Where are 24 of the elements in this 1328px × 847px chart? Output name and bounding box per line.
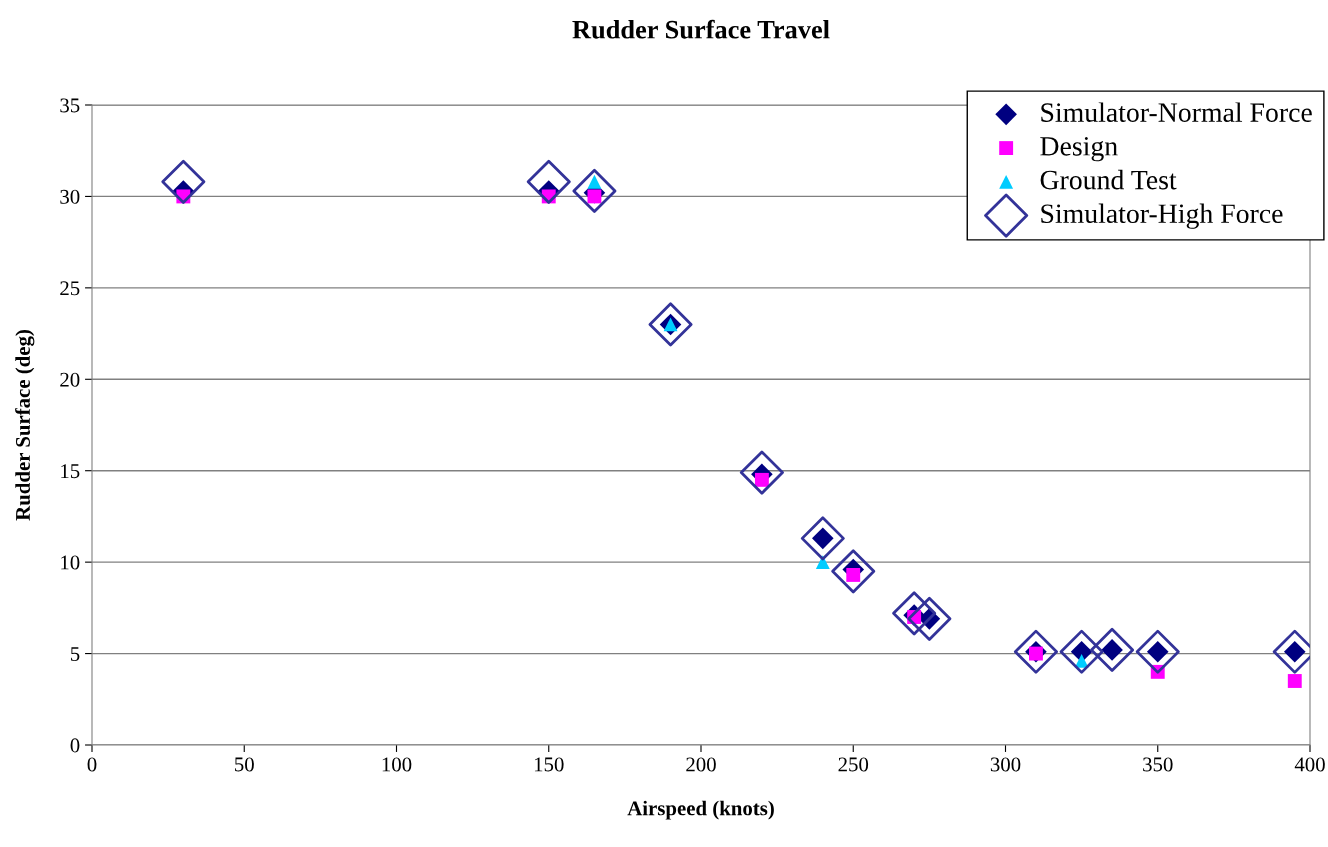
chart-title: Rudder Surface Travel	[572, 19, 830, 39]
x-tick-label: 50	[235, 757, 254, 772]
y-tick-label: 0	[70, 738, 80, 753]
x-tick-label: 250	[838, 757, 869, 772]
x-tick-label: 100	[382, 757, 412, 772]
y-tick-label: 30	[60, 189, 80, 204]
y-tick-label: 25	[60, 281, 80, 296]
x-tick-label: 300	[990, 757, 1021, 772]
x-axis-title: Airspeed (knots)	[627, 800, 774, 820]
x-tick-label: 350	[1143, 757, 1173, 772]
y-tick-label: 35	[60, 98, 80, 113]
y-tick-label: 10	[61, 555, 80, 570]
x-tick-label: 150	[534, 757, 564, 772]
x-tick-label: 400	[1294, 757, 1325, 772]
legend-label: Simulator-High Force	[1041, 203, 1283, 229]
y-tick-label: 15	[61, 464, 80, 479]
legend-label: Ground Test	[1040, 169, 1177, 190]
y-axis-title: Rudder Surface (deg)	[15, 330, 35, 521]
x-tick-label: 200	[686, 757, 716, 772]
x-tick-label: 0	[87, 757, 97, 772]
legend-label: Design	[1040, 136, 1118, 162]
y-tick-label: 5	[70, 647, 80, 661]
y-tick-label: 20	[60, 372, 80, 387]
legend-label: Simulator-Normal Force	[1041, 102, 1312, 122]
